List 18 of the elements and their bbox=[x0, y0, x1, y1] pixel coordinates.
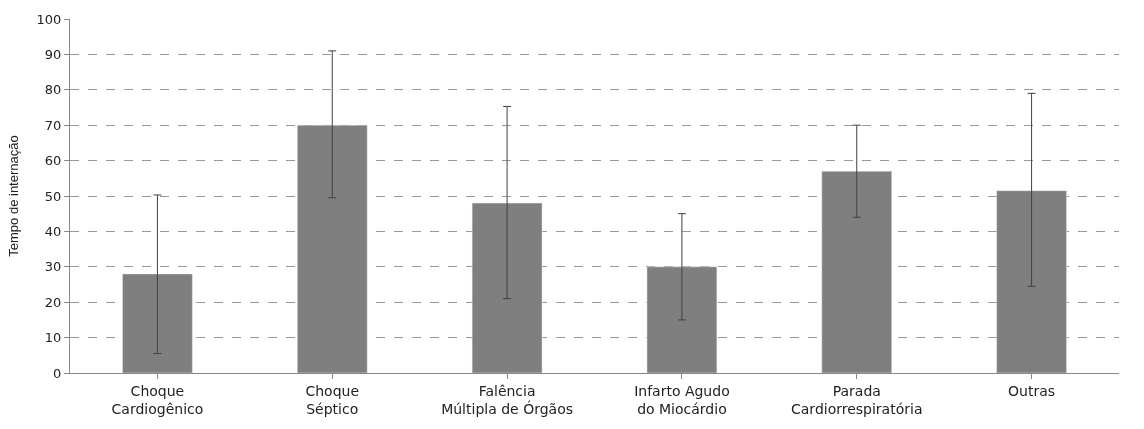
y-tick-label: 10 bbox=[44, 330, 62, 346]
x-tick-label: Choque Séptico bbox=[305, 382, 360, 417]
x-tick-label: Choque Cardiogênico bbox=[111, 382, 204, 417]
y-tick-label: 60 bbox=[44, 153, 62, 169]
x-tick-label: Outras bbox=[1008, 382, 1056, 399]
x-tick-label: Infarto Agudo do Miocárdio bbox=[634, 382, 730, 417]
y-tick-label: 70 bbox=[44, 117, 62, 133]
y-tick-label: 20 bbox=[44, 294, 62, 310]
y-tick-label: 0 bbox=[53, 365, 62, 381]
x-tick-label: Falência Múltipla de Órgãos bbox=[441, 382, 573, 417]
y-tick-label: 50 bbox=[44, 188, 62, 204]
y-axis-title: Tempo de internação bbox=[5, 135, 21, 257]
y-tick-label: 40 bbox=[44, 223, 62, 239]
x-tick-label: Parada Cardiorrespiratória bbox=[791, 382, 923, 417]
y-tick-label: 100 bbox=[36, 11, 62, 27]
y-tick-label: 90 bbox=[44, 46, 62, 62]
y-tick-label: 30 bbox=[44, 259, 62, 275]
y-tick-label: 80 bbox=[44, 82, 62, 98]
